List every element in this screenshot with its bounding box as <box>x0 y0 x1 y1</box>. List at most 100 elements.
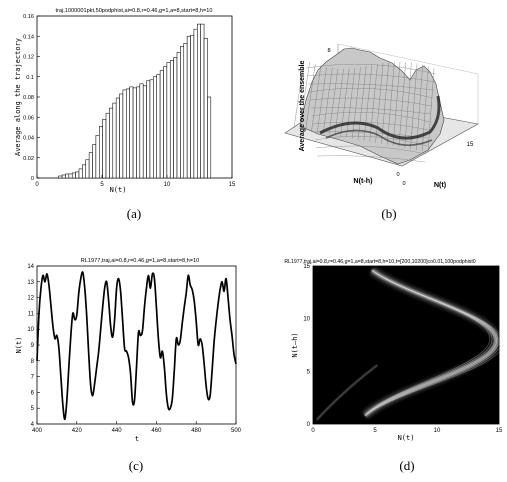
panel-d-x-ticks: 0 5 10 15 <box>311 428 503 434</box>
mesh-line <box>404 62 412 148</box>
bar <box>183 43 188 179</box>
mesh-line <box>375 63 384 143</box>
y-tick-label: 0 <box>31 176 34 182</box>
y-tick-label: 0.06 <box>23 115 34 121</box>
bar <box>82 164 87 179</box>
panel-d-heatmap: RL1977,traj,ai=0.8,r=0.46,g=1,a=8,start=… <box>284 259 504 442</box>
bar <box>85 159 90 179</box>
bar <box>95 135 100 179</box>
mesh-line <box>352 67 361 139</box>
x-tick-label: 500 <box>231 428 242 434</box>
panel-b-ridge-inner <box>325 129 433 146</box>
bar <box>159 70 164 179</box>
y-tick-label: 13 <box>27 280 34 286</box>
bar <box>180 46 185 179</box>
mesh-line <box>312 121 430 131</box>
panel-a-histogram: traj,1000001pkt,50podphist,ai=0.8,r=0.46… <box>14 8 236 194</box>
panel-a-y-ticks: 0 0.02 0.04 0.06 0.08 0.1 0.12 0.14 0.16 <box>23 14 40 182</box>
panel-c-xlabel: t <box>135 435 139 443</box>
mesh-line <box>357 66 367 140</box>
panel-d-y-ticks: 0 5 10 15 <box>303 264 310 428</box>
mesh-line <box>369 64 378 142</box>
panel-c-y-ticks: 4 5 6 7 8 9 10 11 12 13 14 <box>27 264 40 428</box>
bar <box>112 102 117 179</box>
bar <box>92 144 97 179</box>
y-tick-label: 0.16 <box>23 14 34 20</box>
caption-b: (b) <box>381 206 396 221</box>
bar <box>136 86 141 179</box>
x-tick-label: 10 <box>434 428 441 434</box>
mesh-line <box>306 73 436 83</box>
panel-b-origin-tick-1: 0 <box>396 172 399 178</box>
panel-a-xlabel: N(t) <box>110 186 127 194</box>
panel-a-bars <box>58 23 212 179</box>
bar <box>169 60 174 179</box>
panel-c-title: RL1977,traj,ai=0.8,r=0.46,g=1,a=8,start=… <box>81 258 200 264</box>
mesh-line <box>322 67 333 134</box>
mesh-line <box>398 61 406 147</box>
panel-b-surface: 8 15 0 0 Average over the ensemble N(t-h… <box>284 43 479 189</box>
y-tick-label: 0.02 <box>23 156 34 162</box>
panel-b-xtick-end: 15 <box>467 142 474 148</box>
x-tick-label: 440 <box>112 428 123 434</box>
bar <box>58 175 63 179</box>
mesh-line <box>410 63 418 149</box>
x-tick-label: 420 <box>72 428 83 434</box>
bar <box>71 172 76 179</box>
x-tick-label: 480 <box>191 428 202 434</box>
bar <box>190 34 195 179</box>
mesh-line <box>305 64 437 75</box>
y-tick-label: 12 <box>27 296 34 302</box>
mesh-line <box>311 65 322 132</box>
bar <box>98 126 103 179</box>
y-tick-label: 15 <box>303 264 310 270</box>
bar <box>149 79 154 179</box>
y-tick-label: 0.08 <box>23 95 34 101</box>
mesh-line <box>299 61 310 130</box>
panel-c-series-line <box>36 271 237 421</box>
panel-d-xlabel: N(t) <box>398 434 415 442</box>
panel-c-ylabel: N(t) <box>15 337 23 354</box>
x-tick-label: 5 <box>373 428 377 434</box>
caption-d: (d) <box>399 458 414 473</box>
bar <box>153 76 158 179</box>
bar <box>173 57 178 179</box>
mesh-line <box>310 107 432 115</box>
bar <box>146 80 151 179</box>
mesh-line <box>311 111 431 123</box>
bar <box>115 97 120 179</box>
mesh-line <box>308 88 434 99</box>
x-tick-label: 10 <box>164 182 171 188</box>
panel-b-ztick-top: 8 <box>327 48 330 54</box>
mesh-line <box>317 66 327 133</box>
mesh-line <box>363 65 373 141</box>
bar <box>75 171 80 179</box>
mesh-line <box>307 83 435 91</box>
density-strand <box>364 270 504 416</box>
bar <box>122 89 127 179</box>
bar <box>61 174 66 179</box>
bar <box>68 173 73 179</box>
y-tick-label: 4 <box>31 422 35 428</box>
caption-c: (c) <box>129 458 143 473</box>
y-tick-label: 0.12 <box>23 55 34 61</box>
y-tick-label: 14 <box>27 264 34 270</box>
x-tick-label: 0 <box>311 428 315 434</box>
bar <box>166 62 171 179</box>
mesh-line <box>387 61 395 145</box>
y-tick-label: 8 <box>31 359 35 365</box>
bar <box>203 38 208 179</box>
x-tick-label: 15 <box>229 182 236 188</box>
panel-d-ylabel: N(t–h) <box>291 332 299 357</box>
caption-a: (a) <box>127 206 141 221</box>
mesh-line <box>293 59 305 129</box>
panel-b-surface-shape <box>299 47 445 165</box>
bar <box>156 74 161 179</box>
panel-d-axes-box <box>312 265 500 425</box>
y-tick-label: 0.04 <box>23 136 34 142</box>
mesh-line <box>309 97 433 107</box>
panel-b-zlabel: Average over the ensemble <box>299 61 306 152</box>
bar <box>126 88 130 179</box>
panel-d-title: RL1977,traj,ai=0.8,r=0.46,g=1,a=8,start=… <box>284 259 475 265</box>
panel-b-origin-tick-2: 0 <box>402 181 405 187</box>
